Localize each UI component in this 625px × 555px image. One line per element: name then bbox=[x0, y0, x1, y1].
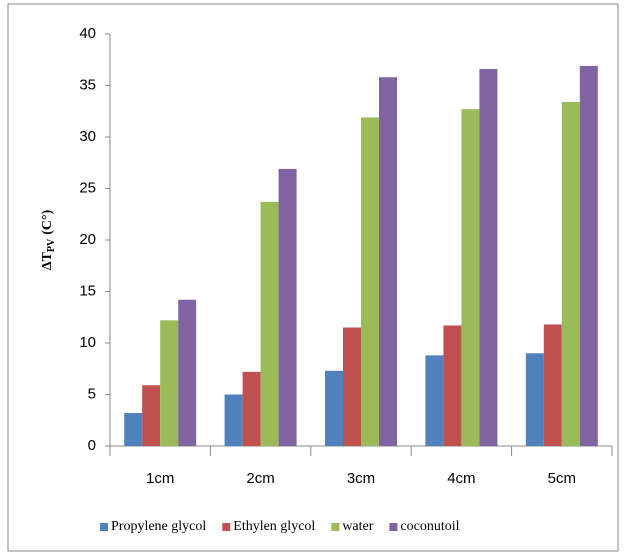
bar bbox=[142, 385, 161, 446]
bar bbox=[160, 320, 179, 446]
bar bbox=[178, 299, 197, 446]
bar bbox=[361, 117, 379, 447]
bar bbox=[278, 168, 297, 446]
y-tick-label: 25 bbox=[79, 179, 96, 196]
bar bbox=[343, 327, 361, 446]
y-tick-label: 20 bbox=[79, 231, 96, 248]
bar bbox=[242, 371, 261, 446]
legend-label: Propylene glycol bbox=[111, 519, 206, 534]
y-label-unit: (C°) bbox=[40, 209, 55, 234]
y-tick-label: 35 bbox=[79, 76, 96, 93]
bar bbox=[260, 201, 279, 446]
chart-frame bbox=[7, 3, 619, 552]
x-tick-label: 3cm bbox=[347, 470, 375, 487]
y-axis-label: ΔTPV (C°) bbox=[40, 209, 57, 270]
bar bbox=[543, 324, 562, 446]
bar bbox=[425, 355, 444, 446]
y-tick-label: 40 bbox=[79, 25, 96, 42]
bar bbox=[325, 370, 343, 446]
y-tick-label: 0 bbox=[88, 437, 96, 454]
y-label-main: ΔT bbox=[40, 251, 55, 270]
bar bbox=[443, 325, 462, 446]
y-tick-label: 10 bbox=[79, 334, 96, 351]
x-tick-label: 1cm bbox=[146, 470, 174, 487]
bar bbox=[461, 109, 480, 446]
y-tick-label: 5 bbox=[88, 385, 96, 402]
y-tick-label: 15 bbox=[79, 282, 96, 299]
legend-swatch bbox=[331, 523, 340, 531]
y-tick-label: 30 bbox=[79, 128, 96, 145]
bar bbox=[579, 65, 598, 447]
legend-label: coconutoil bbox=[400, 519, 459, 534]
legend: Propylene glycol Ethylen glycol water cocon… bbox=[100, 519, 460, 534]
bar bbox=[379, 77, 397, 446]
x-tick-label: 2cm bbox=[246, 470, 274, 487]
bar bbox=[224, 394, 243, 446]
legend-swatch bbox=[100, 523, 108, 531]
bar bbox=[479, 69, 498, 447]
legend-label: Ethylen glycol bbox=[233, 519, 315, 534]
legend-swatch bbox=[389, 523, 398, 531]
x-tick-label: 5cm bbox=[548, 470, 576, 487]
y-label-sub: PV bbox=[46, 238, 57, 252]
bar bbox=[525, 353, 544, 446]
bar bbox=[124, 413, 143, 446]
x-tick-label: 4cm bbox=[447, 470, 475, 487]
legend-swatch bbox=[222, 523, 231, 531]
bar bbox=[561, 101, 580, 446]
legend-label: water bbox=[342, 519, 373, 534]
